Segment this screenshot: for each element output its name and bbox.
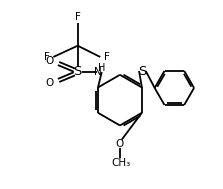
Text: CH₃: CH₃ (111, 158, 130, 168)
Text: O: O (46, 56, 54, 66)
Text: H: H (98, 63, 105, 73)
Text: N: N (95, 67, 102, 77)
Text: O: O (116, 139, 124, 149)
Text: S: S (74, 65, 82, 78)
Text: O: O (46, 78, 54, 88)
Text: S: S (138, 65, 147, 77)
Text: F: F (75, 12, 81, 22)
Text: F: F (104, 52, 110, 62)
Text: F: F (44, 52, 50, 62)
